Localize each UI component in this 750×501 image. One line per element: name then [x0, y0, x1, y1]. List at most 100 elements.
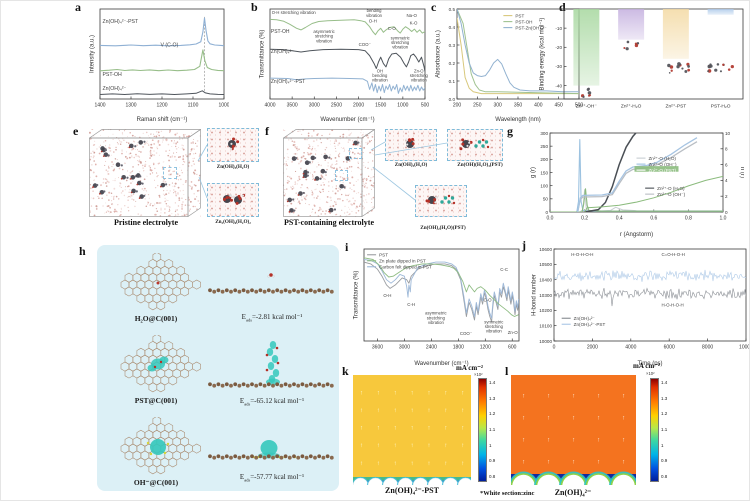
zoom-region-marker	[349, 148, 362, 159]
annotation: Zn-O stretching vibration	[410, 68, 429, 82]
solvation-structure-inset	[415, 185, 467, 217]
molecule-marker	[667, 63, 671, 68]
x-tick-label: 500	[421, 103, 429, 109]
solvation-structure-inset	[207, 183, 259, 217]
annotation: asymmetric stretching vibration	[425, 311, 446, 325]
annotation: H-O-H-O-H	[662, 303, 684, 308]
x-tick-label: 1500	[375, 103, 386, 109]
arrow-icon: ↑	[394, 408, 397, 414]
legend-label: Zn²⁺-O (PST)	[649, 168, 677, 173]
molecule-marker	[670, 69, 673, 72]
molecule-marker	[636, 42, 640, 45]
colorbar-tick: 1.3	[489, 395, 496, 401]
molecule-marker	[716, 63, 720, 66]
arrow-icon: ↑	[394, 426, 397, 432]
colorbar-tick: 1.2	[661, 411, 668, 417]
panel-letter-a: a	[75, 0, 81, 14]
series-line	[270, 48, 425, 72]
arrow-icon: ↑	[394, 461, 397, 467]
y-tick-label: 200	[540, 157, 548, 162]
x-tick-label: 1400	[94, 103, 105, 109]
chart-d-svg: Zn²⁺-OH⁻ Zn²⁺-H₂O Zn²⁺-PST PST-H₂O 0 -10 -20 -3…	[540, 7, 744, 110]
molecule-marker	[707, 64, 712, 69]
series-line	[550, 188, 723, 212]
y-axis-label: Transmittance (%)	[354, 271, 360, 320]
current-density-field-pst: ↑ ↑ ↑ ↑ ↑ ↑ ↑ ↑ ↑ ↑ ↑ ↑ ↑ ↑ ↑ ↑ ↑ ↑ ↑ ↑ ↑ ↑ ↑ ↑ ↑ ↑ ↑ ↑ ↑ ↑ ↑ ↑ ↑ ↑ ↑	[353, 375, 471, 485]
axes-frame	[269, 8, 426, 100]
annotation: K-O	[410, 20, 418, 25]
panel-l-caption: Zn(OH)₄²⁻	[554, 488, 592, 497]
h-bond-number-chart: 0 2000 4000 6000 8000 10000 10000 10100 10200 103…	[529, 244, 750, 368]
solvation-structure-inset	[385, 129, 437, 161]
arrow-icon: ↑	[444, 426, 447, 432]
molecule-marker	[722, 63, 725, 66]
md-box-render	[88, 128, 202, 218]
series-line	[577, 141, 698, 212]
arrow-icon: ↑	[597, 459, 600, 465]
series-line	[457, 9, 579, 95]
y-axis-label-right: n (r)	[739, 167, 744, 178]
annotation: O-H stretching vibration	[272, 10, 317, 15]
arrow-icon: ↑	[377, 390, 380, 396]
flow-arrows: ↑ ↑ ↑ ↑ ↑ ↑ ↑ ↑ ↑ ↑ ↑ ↑ ↑ ↑ ↑ ↑ ↑ ↑ ↑ ↑ ↑ ↑ ↑ ↑ ↑ ↑ ↑ ↑ ↑ ↑ ↑ ↑ ↑ ↑ ↑	[360, 390, 464, 467]
series-line	[577, 137, 698, 212]
x-tick-label: 0.6	[650, 216, 657, 222]
molecule-marker	[587, 87, 590, 91]
chart-j-svg: 0 2000 4000 6000 8000 10000 10000 10100 10200 103…	[532, 247, 750, 367]
colorbar-tick: 1.1	[489, 427, 496, 432]
ftir-dipped-chart: 3600 3000 2400 1800 1200 600 O-H C-H asymmetric s…	[351, 244, 523, 368]
y-tick-label: 10600	[539, 247, 552, 252]
molecule-marker	[679, 63, 682, 66]
x-tick-label: 4000	[625, 345, 636, 351]
legend-label: Zn²⁺-O (OH⁻)	[649, 162, 678, 167]
arrow-icon: ↑	[461, 408, 464, 414]
arrow-icon: ↑	[360, 443, 363, 449]
molecule-marker	[727, 68, 731, 71]
molecule-marker	[669, 65, 674, 69]
x-tick-label: 250	[473, 103, 482, 109]
colorbar-multiplier: ×10²	[474, 372, 483, 377]
series-line	[554, 287, 746, 307]
zinc-deposit-bumps	[353, 476, 471, 485]
x-tick-label: 2000	[587, 345, 598, 351]
arrow-icon: ↑	[597, 415, 600, 421]
x-tick-label: 1.0	[720, 216, 727, 222]
molecule-render	[222, 193, 246, 205]
x-tick-label: 450	[554, 103, 563, 109]
y-tick-label: -40	[555, 83, 562, 88]
colorbar-tick: 1.1	[661, 427, 668, 432]
md-box-pst-electrolyte	[282, 128, 376, 218]
molecule-render	[228, 137, 240, 151]
arrow-icon: ↑	[461, 443, 464, 449]
series-line	[584, 175, 723, 212]
y-tick-label: 250	[540, 144, 548, 149]
annotation: OH bending vibration	[372, 68, 388, 82]
annotation: C-C	[500, 267, 508, 272]
chart-text: Zn²⁺-PST	[666, 104, 687, 110]
annotation: C-H	[407, 302, 415, 307]
y-tick-label: 10100	[539, 323, 552, 328]
arrow-icon: ↑	[461, 426, 464, 432]
graphene-side-view-pst	[207, 337, 335, 393]
chart-i-svg: 3600 3000 2400 1800 1200 600 O-H C-H asymmetric s…	[354, 248, 520, 367]
colorbar-tick: 0.9	[661, 458, 668, 464]
colorbar-tick: 1.3	[661, 395, 668, 401]
arrow-icon: ↑	[427, 408, 430, 414]
series-line	[364, 259, 519, 319]
molecule-render	[405, 137, 415, 148]
graphene-side-view-render	[208, 440, 334, 460]
chart-a-svg: 1400 1300 1200 1100 1000 Zn(OH)₄²⁻-PST V (C-O)…	[90, 8, 229, 123]
x-tick-label: 2500	[331, 103, 342, 109]
y-tick-label: 300	[540, 131, 548, 136]
x-axis-label: Wavelength (nm)	[495, 117, 540, 123]
annotation: Zn(OH)₄²⁻-PST	[271, 79, 305, 85]
arrow-icon: ↑	[394, 443, 397, 449]
arrow-icon: ↑	[360, 426, 363, 432]
annotation: PST-OH	[102, 72, 122, 78]
figure-footnote: *White section:zinc	[480, 490, 535, 497]
adsorption-energy-oh: Eads=-57.77 kcal mol⁻¹	[239, 473, 305, 483]
graphene-flake-render	[120, 252, 201, 311]
colorbar-multiplier: ×10²	[646, 371, 655, 376]
series-line	[100, 49, 224, 72]
colorbar-tick: 1	[661, 442, 664, 448]
